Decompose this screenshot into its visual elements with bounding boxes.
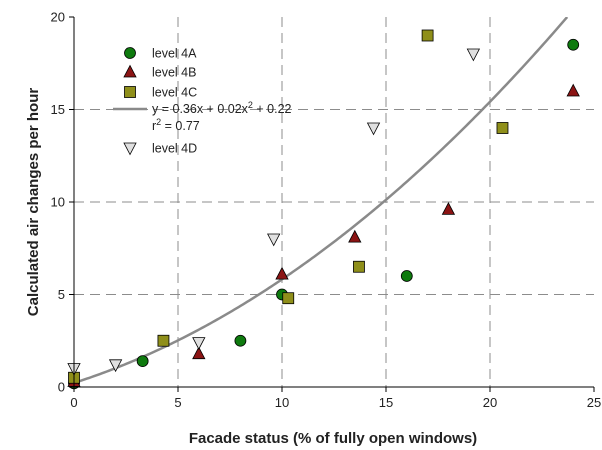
data-point-s2 (157, 334, 170, 347)
legend-label-s2: level 4C (152, 86, 197, 100)
x-tick-label: 20 (483, 395, 497, 410)
x-axis-title: Facade status (% of fully open windows) (189, 430, 477, 447)
data-point-s2 (353, 260, 365, 273)
data-point-s1 (275, 266, 289, 280)
data-point-s1 (192, 346, 206, 360)
data-point-s0 (400, 270, 413, 282)
data-point-s3 (466, 48, 481, 62)
fit-equation: y = 0.36x + 0.02x2 + 0.22 (152, 100, 292, 116)
x-tick-label: 5 (174, 395, 181, 410)
x-tick-label: 0 (70, 395, 77, 410)
legend-marker-s2 (124, 86, 136, 98)
data-point-s3 (192, 337, 206, 350)
y-tick-label: 0 (58, 380, 65, 395)
legend-label-s3: level 4D (152, 142, 197, 156)
data-point-s0 (234, 334, 247, 347)
legend-marker-s3 (123, 142, 137, 156)
x-tick-label: 10 (275, 395, 289, 410)
legend-marker-s1 (123, 64, 137, 78)
data-points (67, 29, 580, 390)
y-tick-label: 10 (51, 195, 65, 210)
legend-marker-s0 (124, 47, 136, 59)
data-point-s2 (496, 122, 509, 134)
legend-label-s1: level 4B (152, 66, 196, 80)
data-point-s1 (566, 83, 580, 97)
y-tick-label: 20 (51, 10, 65, 25)
y-axis-title: Calculated air changes per hour (25, 88, 42, 317)
fit-r-squared: r2 = 0.77 (152, 117, 200, 133)
axes: 0 5 10 15 20 25 0 5 10 15 20 (51, 10, 602, 411)
legend: y = 0.36x + 0.02x2 + 0.22 r2 = 0.77 leve… (113, 47, 292, 156)
data-point-s0 (567, 38, 580, 51)
x-tick-label: 15 (379, 395, 393, 410)
y-tick-label: 5 (58, 287, 65, 302)
data-point-s1 (348, 229, 362, 243)
y-tick-label: 15 (51, 102, 65, 117)
legend-label-s0: level 4A (152, 47, 197, 61)
data-point-s2 (421, 29, 434, 42)
fit-curve (74, 17, 569, 385)
data-point-s1 (441, 202, 456, 215)
grid-lines (74, 17, 594, 387)
data-point-s3 (108, 359, 123, 373)
x-tick-label: 25 (587, 395, 601, 410)
data-point-s0 (136, 355, 149, 368)
data-point-s2 (282, 292, 295, 305)
data-point-s3 (366, 122, 381, 136)
data-point-s3 (267, 233, 281, 247)
fit-curve-group (74, 17, 569, 385)
